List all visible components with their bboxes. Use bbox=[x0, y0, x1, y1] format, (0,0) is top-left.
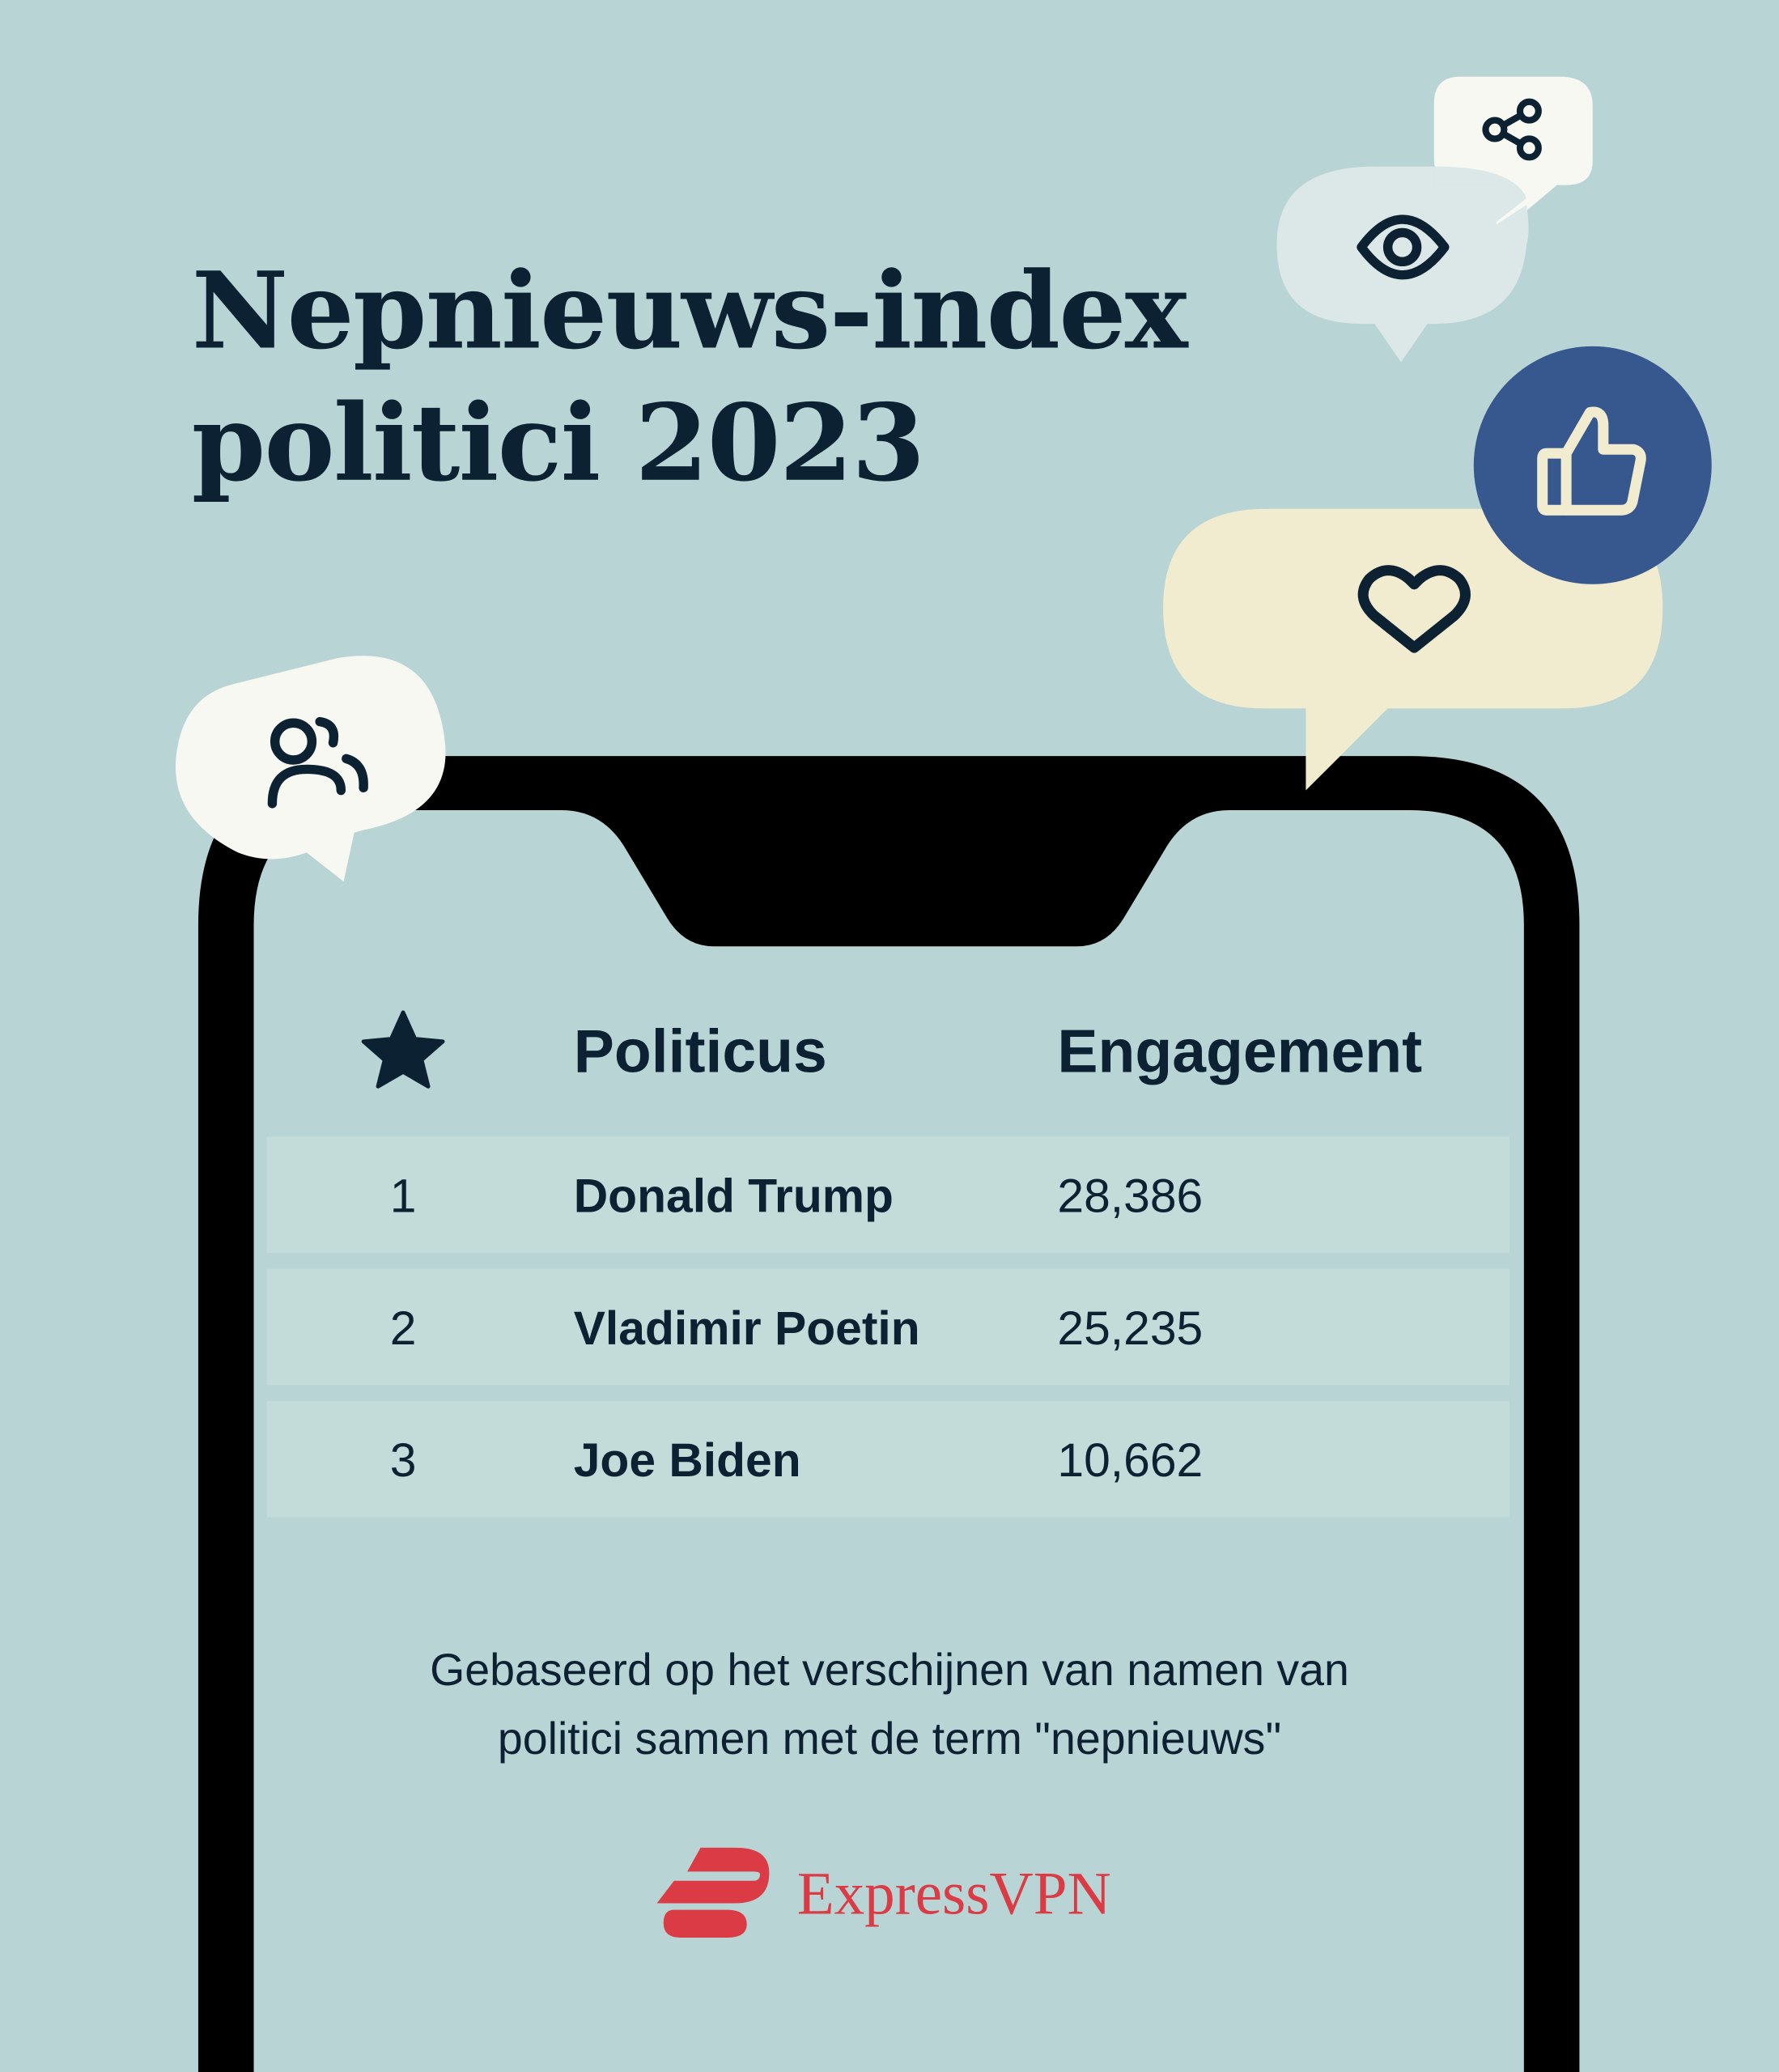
politician-name: Joe Biden bbox=[573, 1433, 801, 1488]
page-title: Nepnieuws-index politici 2023 bbox=[191, 244, 1188, 509]
engagement-value: 25,235 bbox=[1057, 1300, 1204, 1355]
star-icon bbox=[361, 1010, 445, 1089]
table-row: 2 Vladimir Poetin 25,235 bbox=[266, 1268, 1509, 1386]
footnote: Gebaseerd op het verschijnen van namen v… bbox=[265, 1637, 1515, 1774]
expressvpn-logo-text: ExpressVPN bbox=[796, 1859, 1111, 1927]
politician-name: Vladimir Poetin bbox=[573, 1300, 920, 1355]
title-line-1: Nepnieuws-index bbox=[191, 248, 1188, 373]
thumbs-up-icon bbox=[1537, 406, 1646, 516]
expressvpn-logo-mark bbox=[656, 1847, 770, 1938]
rank: 1 bbox=[389, 1168, 417, 1223]
rank: 2 bbox=[389, 1300, 417, 1355]
column-header-engagement: Engagement bbox=[1057, 1016, 1423, 1085]
footnote-line-2: politici samen met de term "nepnieuws" bbox=[497, 1714, 1282, 1765]
share-icon bbox=[1482, 98, 1542, 161]
rank: 3 bbox=[389, 1433, 417, 1488]
engagement-value: 28,386 bbox=[1057, 1168, 1204, 1223]
users-bubble bbox=[175, 656, 446, 882]
footnote-line-1: Gebaseerd op het verschijnen van namen v… bbox=[430, 1645, 1349, 1696]
column-header-politicus: Politicus bbox=[573, 1016, 827, 1085]
table-row: 3 Joe Biden 10,662 bbox=[266, 1400, 1509, 1518]
eye-icon bbox=[1357, 214, 1450, 280]
table-row: 1 Donald Trump 28,386 bbox=[266, 1136, 1509, 1254]
engagement-value: 10,662 bbox=[1057, 1433, 1204, 1488]
share-bubble bbox=[1433, 76, 1593, 230]
heart-icon bbox=[1357, 565, 1471, 653]
politician-name: Donald Trump bbox=[573, 1168, 894, 1223]
users-icon bbox=[267, 716, 368, 809]
like-bubble bbox=[1473, 346, 1712, 584]
title-line-2: politici 2023 bbox=[191, 380, 925, 505]
